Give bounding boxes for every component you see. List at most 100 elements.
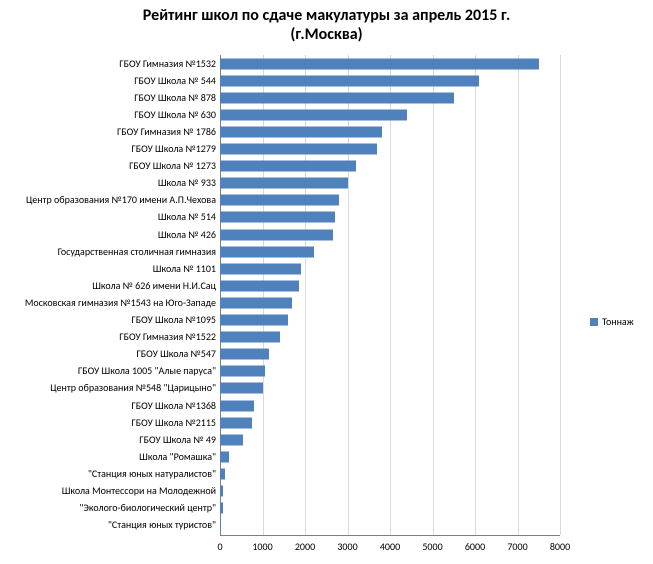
category-label: ГБОУ Гимназия №1532: [119, 59, 220, 69]
x-tick-label: 6000: [465, 540, 485, 553]
legend-swatch: [590, 318, 598, 326]
category-label: Школа № 1101: [153, 264, 220, 274]
chart-title: Рейтинг школ по сдаче макулатуры за апре…: [0, 0, 653, 44]
category-label: Школа № 514: [158, 212, 220, 222]
bar: [220, 417, 252, 428]
bar: [220, 58, 539, 69]
bar: [220, 383, 263, 394]
bar-row: "Эколого-биологический центр": [220, 500, 560, 517]
x-tick-label: 3000: [337, 540, 357, 553]
bar-row: Школа № 426: [220, 226, 560, 243]
category-label: "Эколого-биологический центр": [79, 503, 220, 513]
x-tick-label: 0: [217, 540, 222, 553]
x-tick-label: 5000: [422, 540, 442, 553]
x-tick-label: 7000: [507, 540, 527, 553]
bar-row: Московская гимназия №1543 на Юго-Западе: [220, 294, 560, 311]
x-tick-label: 8000: [550, 540, 570, 553]
category-label: ГБОУ Школа №2115: [131, 418, 220, 428]
category-label: ГБОУ Школа № 544: [134, 76, 220, 86]
category-label: "Станция юных натуралистов": [88, 469, 220, 479]
bar: [220, 434, 243, 445]
bar-row: Школа Монтессори на Молодежной: [220, 483, 560, 500]
category-label: Школа № 426: [158, 230, 220, 240]
bar: [220, 520, 221, 531]
bar-row: Школа № 514: [220, 209, 560, 226]
category-label: Московская гимназия №1543 на Юго-Западе: [25, 298, 220, 308]
bar: [220, 451, 229, 462]
bar-row: "Станция юных натуралистов": [220, 465, 560, 482]
x-axis: 010002000300040005000600070008000: [220, 535, 560, 536]
bar: [220, 144, 377, 155]
category-label: ГБОУ Школа №1279: [131, 144, 220, 154]
x-tick-label: 2000: [295, 540, 315, 553]
bar-row: ГБОУ Школа № 49: [220, 431, 560, 448]
bar: [220, 349, 269, 360]
bar-row: ГБОУ Школа № 878: [220, 89, 560, 106]
bar: [220, 400, 254, 411]
chart-title-line2: (г.Москва): [0, 25, 653, 44]
bar-row: Школа № 626 имени Н.И.Сац: [220, 277, 560, 294]
legend-label: Тоннаж: [602, 315, 634, 328]
category-label: Школа № 626 имени Н.И.Сац: [92, 281, 220, 291]
bar-row: ГБОУ Гимназия №1522: [220, 329, 560, 346]
category-label: ГБОУ Гимназия № 1786: [117, 127, 220, 137]
bar-row: Школа "Ромашка": [220, 448, 560, 465]
category-label: Государственная столичная гимназия: [58, 247, 220, 257]
bar-row: Школа № 933: [220, 175, 560, 192]
bar: [220, 263, 301, 274]
bar-row: Государственная столичная гимназия: [220, 243, 560, 260]
category-label: ГБОУ Школа № 878: [134, 93, 220, 103]
x-tick-label: 1000: [252, 540, 272, 553]
bar-row: ГБОУ Гимназия № 1786: [220, 123, 560, 140]
bar-row: ГБОУ Школа №1368: [220, 397, 560, 414]
category-label: ГБОУ Школа №1095: [131, 315, 220, 325]
bar: [220, 280, 299, 291]
bar-row: ГБОУ Гимназия №1532: [220, 55, 560, 72]
bar-row: Центр образования №548 "Царицыно": [220, 380, 560, 397]
bar: [220, 297, 292, 308]
category-label: Центр образования №170 имени А.П.Чехова: [26, 195, 220, 205]
bar: [220, 366, 265, 377]
bar: [220, 109, 407, 120]
category-label: ГБОУ Школа № 1273: [129, 161, 220, 171]
bar: [220, 195, 339, 206]
category-label: "Станция юных туристов": [108, 520, 220, 530]
category-label: ГБОУ Школа №1368: [131, 401, 220, 411]
category-label: Школа Монтессори на Молодежной: [62, 486, 220, 496]
plot-area: 010002000300040005000600070008000 ГБОУ Ги…: [220, 55, 560, 535]
bar: [220, 315, 288, 326]
bar-row: ГБОУ Школа № 1273: [220, 158, 560, 175]
bar: [220, 332, 280, 343]
category-label: ГБОУ Школа 1005 "Алые паруса": [78, 366, 220, 376]
bar-row: "Станция юных туристов": [220, 517, 560, 534]
bar-row: Центр образования №170 имени А.П.Чехова: [220, 192, 560, 209]
category-label: Школа "Ромашка": [139, 452, 220, 462]
bar: [220, 92, 454, 103]
category-label: ГБОУ Школа №547: [136, 349, 220, 359]
bar: [220, 161, 356, 172]
x-tick-label: 4000: [380, 540, 400, 553]
bar-row: ГБОУ Школа № 630: [220, 106, 560, 123]
bar: [220, 178, 348, 189]
bar-row: ГБОУ Школа 1005 "Алые паруса": [220, 363, 560, 380]
bar-row: ГБОУ Школа № 544: [220, 72, 560, 89]
bar: [220, 503, 223, 514]
bar-row: Школа № 1101: [220, 260, 560, 277]
chart-container: Рейтинг школ по сдаче макулатуры за апре…: [0, 0, 653, 564]
category-label: ГБОУ Школа № 49: [139, 435, 220, 445]
category-label: Школа № 933: [158, 178, 220, 188]
bar-row: ГБОУ Школа №1279: [220, 141, 560, 158]
bar-row: ГБОУ Школа №547: [220, 346, 560, 363]
bar: [220, 75, 479, 86]
bar: [220, 229, 333, 240]
bar: [220, 126, 382, 137]
bar-row: ГБОУ Школа №1095: [220, 312, 560, 329]
category-label: Центр образования №548 "Царицыно": [50, 383, 220, 393]
gridline: [560, 55, 561, 535]
legend: Тоннаж: [590, 315, 634, 328]
bar-row: ГБОУ Школа №2115: [220, 414, 560, 431]
bar: [220, 468, 225, 479]
category-label: ГБОУ Школа № 630: [134, 110, 220, 120]
bar: [220, 212, 335, 223]
bar: [220, 246, 314, 257]
